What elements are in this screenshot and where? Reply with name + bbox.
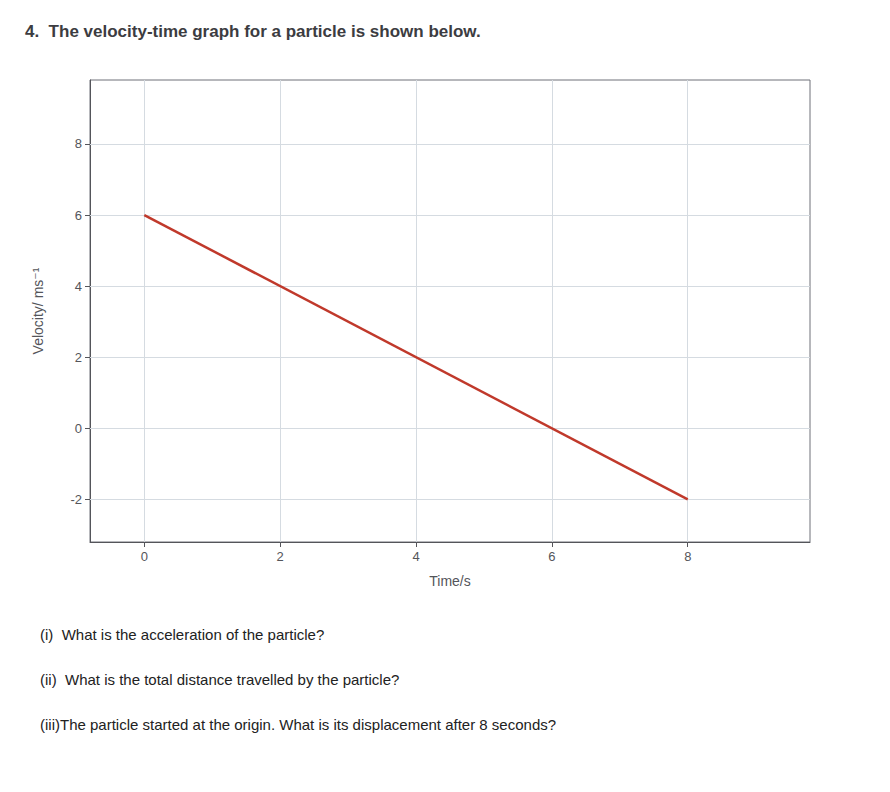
svg-text:Time/s: Time/s xyxy=(429,573,470,589)
svg-text:2: 2 xyxy=(277,549,284,564)
svg-text:-2: -2 xyxy=(70,492,82,507)
svg-text:4: 4 xyxy=(412,549,419,564)
svg-text:(iii)The particle started at t: (iii)The particle started at the origin.… xyxy=(40,716,556,733)
svg-text:4. The velocity-time graph fo: 4. The velocity-time graph for a particl… xyxy=(25,22,481,41)
svg-text:0: 0 xyxy=(75,421,82,436)
svg-text:8: 8 xyxy=(75,136,82,151)
svg-text:Velocity/ ms⁻¹: Velocity/ ms⁻¹ xyxy=(30,267,46,354)
svg-text:(i) What is the acceleration: (i) What is the acceleration of the part… xyxy=(40,626,324,643)
svg-text:6: 6 xyxy=(548,549,555,564)
svg-text:2: 2 xyxy=(75,350,82,365)
svg-text:4: 4 xyxy=(75,279,82,294)
svg-text:8: 8 xyxy=(684,549,691,564)
svg-text:(ii) What is the total distan: (ii) What is the total distance travelle… xyxy=(40,671,399,688)
svg-text:0: 0 xyxy=(141,549,148,564)
svg-text:6: 6 xyxy=(75,208,82,223)
